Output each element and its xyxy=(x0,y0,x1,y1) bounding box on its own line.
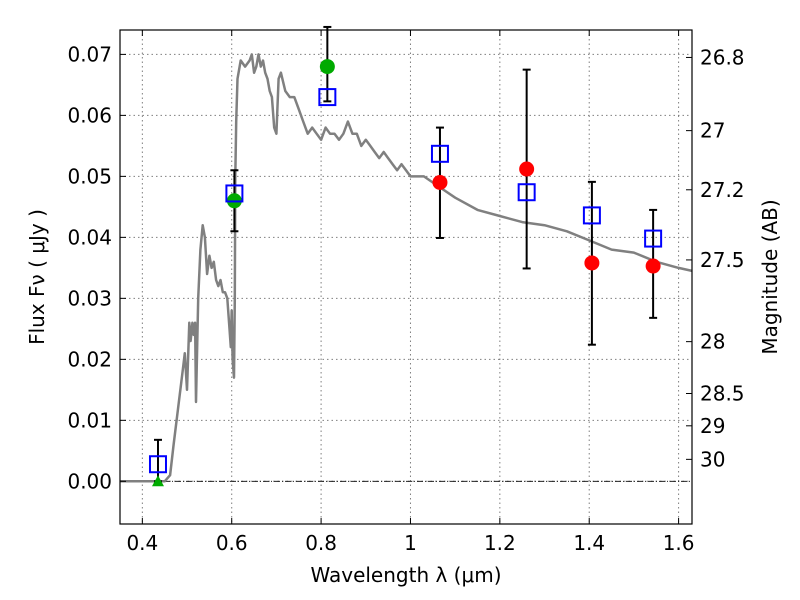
upper-limit-marker xyxy=(151,475,164,487)
grid-lines xyxy=(120,30,692,524)
data-markers xyxy=(148,59,663,487)
model-photometry-marker xyxy=(225,184,244,203)
data-point xyxy=(584,255,600,271)
x-tick-label: 1.2 xyxy=(484,531,516,555)
model-photometry-marker xyxy=(644,229,663,248)
right-tick-label: 28.5 xyxy=(700,381,745,405)
axis-ticks: 0.4 0.6 0.8 1 1.2 1.4 1.6 0.00 0.01 0.02 0.03 0.04 0… xyxy=(67,30,745,555)
y-tick-label: 0.04 xyxy=(67,225,112,249)
x-tick-label: 0.6 xyxy=(216,531,248,555)
y-axis-label: Flux Fν ( μJy ) xyxy=(25,209,49,345)
data-point xyxy=(319,59,335,75)
y-tick-label: 0.03 xyxy=(67,286,112,310)
right-tick-label: 27.2 xyxy=(700,178,745,202)
data-point xyxy=(645,258,661,274)
x-tick-label: 1 xyxy=(404,531,417,555)
y-tick-label: 0.02 xyxy=(67,347,112,371)
error-bars xyxy=(153,25,658,483)
plot-frame xyxy=(119,29,693,525)
x-tick-label: 1.6 xyxy=(663,531,695,555)
y-tick-label: 0.05 xyxy=(67,164,112,188)
x-tick-label: 1.4 xyxy=(573,531,605,555)
right-axis-label: Magnitude (AB) xyxy=(758,199,782,354)
model-photometry-marker xyxy=(517,183,536,202)
x-axis-label: Wavelength λ (μm) xyxy=(310,563,501,587)
y-tick-label: 0.01 xyxy=(67,408,112,432)
x-tick-label: 0.8 xyxy=(305,531,337,555)
data-point xyxy=(519,161,535,177)
right-tick-label: 29 xyxy=(700,414,725,438)
right-tick-label: 30 xyxy=(700,447,725,471)
x-tick-label: 0.4 xyxy=(126,531,158,555)
error-bar xyxy=(153,438,162,483)
model-photometry-marker xyxy=(582,206,601,225)
model-spectrum-line xyxy=(120,53,693,483)
right-tick-label: 27.5 xyxy=(700,248,745,272)
model-photometry-marker xyxy=(318,88,337,107)
right-tick-label: 28 xyxy=(700,330,725,354)
right-tick-label: 27 xyxy=(700,119,725,143)
y-tick-label: 0.00 xyxy=(67,469,112,493)
right-tick-label: 26.8 xyxy=(700,45,745,69)
data-point xyxy=(432,174,448,190)
model-photometry-marker xyxy=(430,144,449,163)
y-tick-label: 0.06 xyxy=(67,103,112,127)
y-tick-label: 0.07 xyxy=(67,42,112,66)
model-photometry-marker xyxy=(148,455,167,474)
